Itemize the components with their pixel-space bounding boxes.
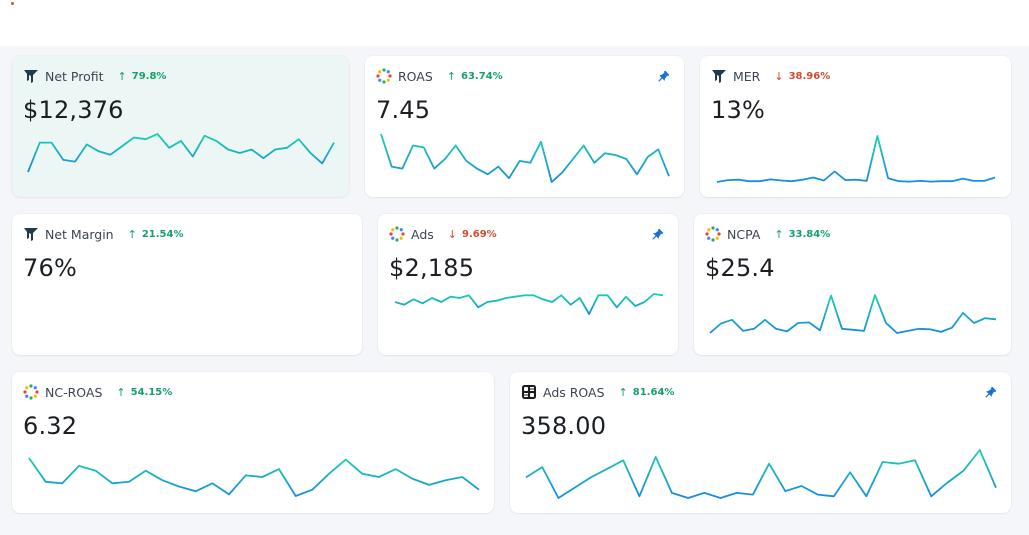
card-value: 7.45 xyxy=(376,96,431,124)
card-title: Net Margin xyxy=(45,226,114,242)
sparkline xyxy=(525,449,997,499)
card-title: NCPA xyxy=(727,226,761,242)
sparkline-series xyxy=(525,449,997,499)
delta-badge: ↑ 33.84% xyxy=(774,227,831,241)
arrow-up-icon: ↑ xyxy=(774,227,784,241)
dots-ring-icon xyxy=(376,68,392,84)
card-value: $25.4 xyxy=(705,254,775,282)
arrow-up-icon: ↑ xyxy=(116,385,126,399)
card-value: 13% xyxy=(711,96,765,124)
sparkline-series xyxy=(27,133,335,173)
delta-badge: ↑ 54.15% xyxy=(116,385,173,399)
ledger-grid-icon xyxy=(521,384,537,400)
kpi-card-ncpa[interactable]: NCPA ↑ 33.84% $25.4 xyxy=(694,214,1011,355)
kpi-card-roas[interactable]: ROAS ↑ 63.74% 7.45 xyxy=(365,56,684,197)
kpi-card-net-margin[interactable]: Net Margin ↑ 21.54% 76% xyxy=(12,214,362,355)
sparkline xyxy=(394,293,664,315)
sparkline-series xyxy=(28,457,480,497)
kpi-card-net-profit[interactable]: Net Profit ↑ 79.8% $12,376 xyxy=(12,56,349,197)
card-title: Ads ROAS xyxy=(543,384,605,400)
sparkline xyxy=(28,457,480,497)
kpi-card-mer[interactable]: MER ↓ 38.96% 13% xyxy=(700,56,1011,197)
delta-badge: ↓ 38.96% xyxy=(774,69,831,83)
card-title: NC-ROAS xyxy=(45,384,103,400)
arrow-up-icon: ↑ xyxy=(117,69,127,83)
sparkline-series xyxy=(394,293,664,315)
sparkline xyxy=(716,135,996,183)
delta-badge: ↑ 81.64% xyxy=(618,385,675,399)
delta-badge: ↑ 63.74% xyxy=(446,69,503,83)
sparkline-series xyxy=(709,294,997,334)
kpi-card-ads[interactable]: Ads ↓ 9.69% $2,185 xyxy=(378,214,678,355)
delta-badge: ↑ 21.54% xyxy=(127,227,184,241)
arrow-up-icon: ↑ xyxy=(446,69,457,83)
card-title: MER xyxy=(733,68,761,84)
dots-ring-icon xyxy=(705,226,721,242)
sparkline xyxy=(27,133,335,173)
arrow-down-icon: ↓ xyxy=(774,69,784,83)
top-bar xyxy=(0,0,1029,46)
arrow-up-icon: ↑ xyxy=(618,385,628,399)
sparkline-series xyxy=(380,133,670,183)
status-dot xyxy=(11,2,14,5)
pin-icon[interactable] xyxy=(983,386,997,400)
card-value: 76% xyxy=(23,254,77,282)
arrow-up-icon: ↑ xyxy=(127,227,137,241)
card-value: 358.00 xyxy=(521,412,607,440)
card-value: 6.32 xyxy=(23,412,78,440)
pin-icon[interactable] xyxy=(650,228,664,242)
sparkline xyxy=(380,133,670,183)
card-value: $12,376 xyxy=(23,96,124,124)
card-title: Net Profit xyxy=(45,68,104,84)
kpi-card-nc-roas[interactable]: NC-ROAS ↑ 54.15% 6.32 xyxy=(12,372,494,513)
tree-logo-icon xyxy=(23,226,39,242)
dots-ring-icon xyxy=(389,226,405,242)
sparkline xyxy=(709,294,997,334)
sparkline-series xyxy=(716,135,996,183)
card-title: Ads xyxy=(411,226,434,242)
card-value: $2,185 xyxy=(389,254,475,282)
arrow-down-icon: ↓ xyxy=(447,227,457,241)
card-title: ROAS xyxy=(398,68,433,84)
pin-icon[interactable] xyxy=(656,70,670,84)
kpi-card-ads-roas[interactable]: Ads ROAS ↑ 81.64% 358.00 xyxy=(510,372,1011,513)
delta-badge: ↑ 79.8% xyxy=(117,69,167,83)
tree-logo-icon xyxy=(23,68,39,84)
dots-ring-icon xyxy=(23,384,39,400)
delta-badge: ↓ 9.69% xyxy=(447,227,497,241)
tree-logo-icon xyxy=(711,68,727,84)
